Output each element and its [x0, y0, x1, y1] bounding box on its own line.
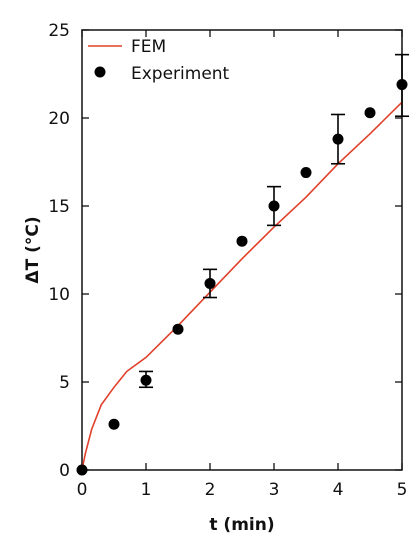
y-tick-label: 10 — [48, 285, 70, 305]
fem-line — [81, 101, 403, 471]
experiment-series — [76, 53, 409, 476]
y-tick-label: 25 — [48, 21, 70, 41]
y-tick-label: 0 — [59, 461, 70, 481]
experiment-point — [140, 374, 152, 386]
x-tick-label: 3 — [269, 480, 280, 500]
experiment-point — [76, 464, 88, 476]
legend-fem-label: FEM — [131, 37, 166, 57]
experiment-point — [108, 418, 120, 430]
y-axis-label: ΔT (°C) — [23, 216, 43, 283]
x-axis-label: t (min) — [209, 515, 274, 535]
experiment-point — [172, 323, 184, 335]
x-tick-label: 1 — [141, 480, 152, 500]
experiment-point — [364, 107, 376, 119]
legend-experiment-marker — [94, 66, 106, 78]
experiment-point — [396, 79, 408, 91]
fem-series — [81, 101, 403, 471]
x-tick-label: 4 — [333, 480, 344, 500]
y-tick-label: 20 — [48, 109, 70, 129]
y-tick-label: 5 — [59, 373, 70, 393]
legend-experiment-label: Experiment — [131, 64, 230, 84]
experiment-point — [236, 235, 248, 247]
x-tick-label: 5 — [397, 480, 408, 500]
experiment-point — [332, 133, 344, 145]
experiment-point — [268, 200, 280, 212]
y-tick-label: 15 — [48, 197, 70, 217]
experiment-point — [204, 277, 216, 289]
experiment-point — [300, 167, 312, 179]
axis-ticks: 0 1 2 3 4 5 0 5 10 15 20 25 — [48, 21, 407, 500]
x-tick-label: 0 — [77, 480, 88, 500]
plot-frame — [81, 29, 403, 471]
legend: FEM Experiment — [88, 37, 230, 84]
x-tick-label: 2 — [205, 480, 216, 500]
